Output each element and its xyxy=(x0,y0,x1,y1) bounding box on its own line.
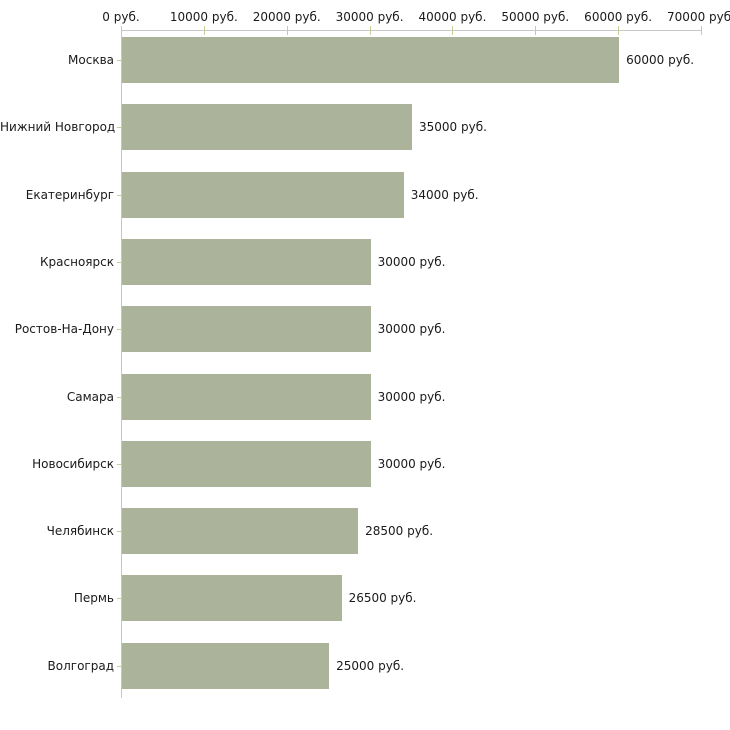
x-axis-tick xyxy=(286,26,288,35)
value-label: 30000 руб. xyxy=(377,389,446,404)
x-axis-tick xyxy=(452,26,454,35)
x-axis-tick xyxy=(701,26,702,35)
category-tick xyxy=(117,195,121,196)
category-tick xyxy=(117,666,121,667)
category-tick xyxy=(117,598,121,599)
bar xyxy=(122,37,620,83)
x-axis-tick xyxy=(535,26,537,35)
y-axis-line xyxy=(121,30,122,698)
category-label: Нижний Новгород xyxy=(0,120,116,135)
x-axis-tick xyxy=(121,26,122,35)
category-label: Волгоград xyxy=(47,658,114,673)
x-axis-tick-label: 60000 руб. xyxy=(584,10,653,24)
bar xyxy=(122,575,342,622)
value-label: 26500 руб. xyxy=(348,591,417,606)
category-label: Челябинск xyxy=(46,524,114,539)
value-label: 30000 руб. xyxy=(377,254,446,269)
category-label: Екатеринбург xyxy=(25,187,114,202)
bar xyxy=(122,238,371,285)
category-tick xyxy=(117,531,121,532)
value-label: 34000 руб. xyxy=(410,187,479,202)
category-label: Ростов-На-Дону xyxy=(14,322,114,337)
category-tick xyxy=(117,262,121,263)
category-label: Москва xyxy=(68,53,114,67)
value-label: 25000 руб. xyxy=(336,658,405,673)
value-label: 35000 руб. xyxy=(419,120,487,135)
x-axis-tick-label: 50000 руб. xyxy=(501,10,570,24)
bar xyxy=(122,508,359,555)
bar xyxy=(122,104,412,151)
x-axis-tick xyxy=(618,26,620,35)
category-tick xyxy=(117,329,121,330)
x-axis-tick-label: 40000 руб. xyxy=(418,10,487,24)
bar xyxy=(122,642,330,689)
x-axis-tick-label: 70000 руб. xyxy=(667,10,730,24)
category-label: Самара xyxy=(66,389,114,404)
category-tick xyxy=(117,60,121,61)
bar xyxy=(122,171,404,218)
value-label: 28500 руб. xyxy=(365,524,434,539)
category-label: Красноярск xyxy=(40,254,114,269)
category-label: Новосибирск xyxy=(32,456,114,471)
category-tick xyxy=(117,464,121,465)
x-axis-tick xyxy=(369,26,371,35)
x-axis-tick-label: 20000 руб. xyxy=(252,10,321,24)
bar xyxy=(122,440,371,487)
value-label: 60000 руб. xyxy=(626,53,695,67)
value-label: 30000 руб. xyxy=(377,456,446,471)
x-axis-tick xyxy=(203,26,205,35)
bar xyxy=(122,306,371,353)
category-tick xyxy=(117,397,121,398)
x-axis-tick-label: 0 руб. xyxy=(102,10,140,24)
value-label: 30000 руб. xyxy=(377,322,446,337)
x-axis-line xyxy=(121,30,702,31)
category-label: Пермь xyxy=(73,591,114,606)
x-axis-tick-label: 10000 руб. xyxy=(169,10,238,24)
category-tick xyxy=(117,127,121,128)
bar xyxy=(122,373,371,420)
x-axis-tick-label: 30000 руб. xyxy=(335,10,404,24)
